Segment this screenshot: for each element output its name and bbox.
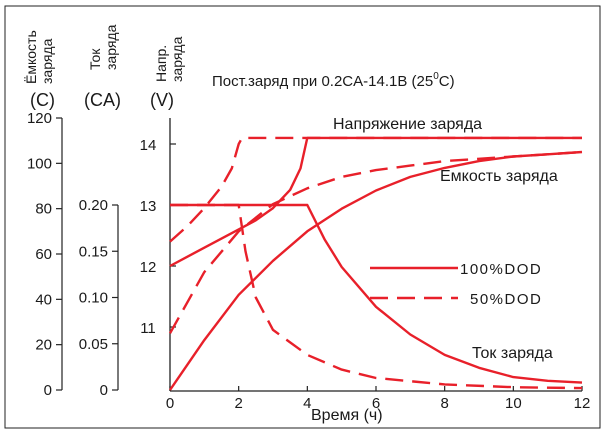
capacity-tick-label: 80 (35, 201, 52, 218)
capacity-tick-label: 120 (27, 110, 52, 127)
current-unit: (CA) (84, 90, 121, 110)
current-axis-label-1: Ток (87, 48, 103, 70)
voltage-50-dod-line (169, 136, 582, 243)
x-tick-label: 10 (505, 395, 522, 412)
x-tick-label: 2 (234, 395, 242, 412)
x-tick-label: 8 (440, 395, 448, 412)
capacity-tick-label: 40 (35, 291, 52, 308)
x-tick-label: 4 (303, 395, 311, 412)
x-tick-label: 12 (574, 395, 591, 412)
voltage-axis-label-1: Напр. (153, 45, 169, 82)
current-50-dod-line (170, 203, 583, 390)
chart-frame (4, 5, 601, 429)
voltage-tick-label: 11 (140, 320, 156, 337)
legend-label-100: 100%DOD (460, 261, 542, 278)
annotation-voltage: Напряжение заряда (333, 116, 482, 133)
annotation-capacity: Емкость заряда (440, 168, 558, 185)
capacity-tick-label: 20 (35, 337, 52, 354)
chart-title: Пост.заряд при 0.2CA-14.1B (250C) (212, 71, 455, 90)
voltage-tick-label: 13 (140, 198, 157, 215)
current-tick-label: 0 (100, 382, 108, 399)
current-tick-label: 0.10 (79, 290, 108, 307)
chart-title-tail: C) (439, 73, 455, 90)
voltage-tick-label: 12 (140, 259, 157, 276)
x-tick-label: 0 (166, 395, 174, 412)
capacity-50-dod-line (168, 150, 583, 334)
current-tick-label: 0.15 (79, 243, 108, 260)
capacity-tick-label: 100 (27, 155, 52, 172)
capacity-axis-label-2: заряда (39, 38, 55, 84)
chart-title-degree: 0 (433, 71, 439, 82)
capacity-unit: (C) (30, 90, 55, 110)
current-tick-label: 0.20 (79, 197, 108, 214)
chart-title-main: Пост.заряд при 0.2CA-14.1B (25 (212, 73, 433, 90)
voltage-unit: (V) (150, 90, 174, 110)
voltage-tick-label: 14 (140, 137, 157, 154)
x-tick-label: 6 (372, 395, 380, 412)
legend: 100%DOD 50%DOD (370, 261, 542, 308)
voltage-axis-label-2: заряда (169, 36, 185, 82)
capacity-tick-label: 60 (35, 246, 52, 263)
capacity-axis-label-1: Ёмкость (23, 30, 39, 84)
annotation-current: Ток заряда (472, 345, 553, 362)
current-axis-label-2: заряда (103, 24, 119, 70)
current-tick-label: 0.05 (79, 336, 108, 353)
capacity-tick-label: 0 (44, 382, 52, 399)
x-axis-label: Время (ч) (311, 407, 383, 424)
current-100-dod-line (170, 203, 583, 384)
legend-label-50: 50%DOD (470, 291, 542, 308)
